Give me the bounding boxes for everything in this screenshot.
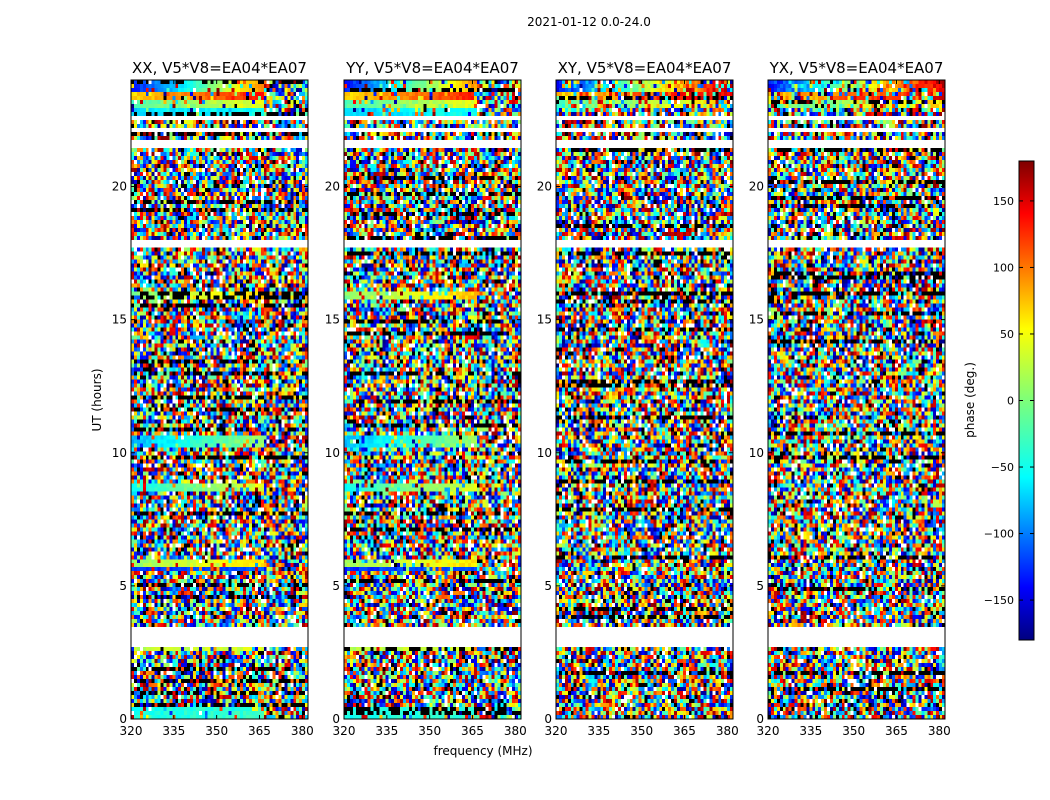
y-tick-label: 5 [756,579,764,593]
y-tick-label: 0 [756,712,764,726]
heatmap-image-yy [344,80,521,719]
y-tick-label: 20 [749,180,764,194]
y-tick-label: 20 [112,180,127,194]
y-tick-label: 0 [332,712,340,726]
y-tick-label: 15 [112,313,127,327]
heatmap-image-yx [768,80,945,719]
x-tick-label: 335 [799,724,822,738]
x-tick-label: 380 [291,724,314,738]
colorbar-tick-label: −50 [991,461,1014,474]
y-tick-label: 15 [537,313,552,327]
y-tick-label: 0 [119,712,127,726]
x-tick-label: 365 [885,724,908,738]
y-tick-label: 20 [537,180,552,194]
y-tick-label: 10 [325,446,340,460]
colorbar-tick-label: 0 [1007,395,1014,408]
y-tick-label: 5 [119,579,127,593]
x-tick-label: 365 [673,724,696,738]
y-axis-label: UT (hours) [90,368,104,431]
panel-frame [555,79,734,720]
y-tick-label: 5 [544,579,552,593]
panel-xy: XY, V5*V8=EA04*EA07 320 335 350 365 380 0 5 10 15… [537,59,739,738]
x-tick-label: 335 [375,724,398,738]
colorbar-tick-label: 50 [1000,328,1014,341]
x-tick-label: 335 [587,724,610,738]
panel-yx: YX, V5*V8=EA04*EA07 320 335 350 365 380 0 5 10 15… [749,59,951,738]
colorbar-label: phase (deg.) [963,362,977,438]
heatmap-image-xy [556,80,733,719]
x-tick-label: 335 [162,724,185,738]
panel-title: YX, V5*V8=EA04*EA07 [769,59,944,77]
y-tick-label: 5 [332,579,340,593]
panels-layer: XX, V5*V8=EA04*EA07 320 335 350 365 380 0 5 10 15… [112,59,951,738]
x-tick-label: 320 [757,724,780,738]
y-tick-label: 10 [749,446,764,460]
figure-suptitle: 2021-01-12 0.0-24.0 [527,15,651,29]
panel-title: XY, V5*V8=EA04*EA07 [558,59,732,77]
x-tick-label: 320 [333,724,356,738]
colorbar-tick-label: 100 [993,261,1014,274]
x-tick-label: 350 [842,724,865,738]
x-tick-label: 380 [928,724,951,738]
x-tick-label: 320 [120,724,143,738]
panel-frame [343,79,522,720]
panel-title: YY, V5*V8=EA04*EA07 [345,59,519,77]
colorbar-ticks: −150 −100 −50 0 50 100 150 [984,195,1034,607]
x-tick-label: 380 [504,724,527,738]
colorbar-tick-label: −100 [984,528,1014,541]
x-tick-label: 380 [716,724,739,738]
colorbar-tick-label: 150 [993,195,1014,208]
x-tick-label: 365 [461,724,484,738]
x-tick-label: 365 [248,724,271,738]
y-tick-label: 0 [544,712,552,726]
panel-yy: YY, V5*V8=EA04*EA07 320 335 350 365 380 0 5 10 15… [325,59,527,738]
x-tick-label: 350 [205,724,228,738]
x-tick-label: 350 [630,724,653,738]
panel-frame [767,79,946,720]
y-tick-label: 20 [325,180,340,194]
x-tick-label: 350 [418,724,441,738]
panel-title: XX, V5*V8=EA04*EA07 [132,59,307,77]
x-axis-label: frequency (MHz) [433,744,532,758]
panel-xx: XX, V5*V8=EA04*EA07 320 335 350 365 380 0 5 10 15… [112,59,314,738]
y-tick-label: 10 [537,446,552,460]
heatmap-image-xx [131,80,308,719]
y-tick-label: 10 [112,446,127,460]
y-tick-label: 15 [325,313,340,327]
y-tick-label: 15 [749,313,764,327]
colorbar: −150 −100 −50 0 50 100 150 phase (deg.) [963,160,1035,641]
panel-frame [130,79,309,720]
colorbar-tick-label: −150 [984,594,1014,607]
x-tick-label: 320 [545,724,568,738]
